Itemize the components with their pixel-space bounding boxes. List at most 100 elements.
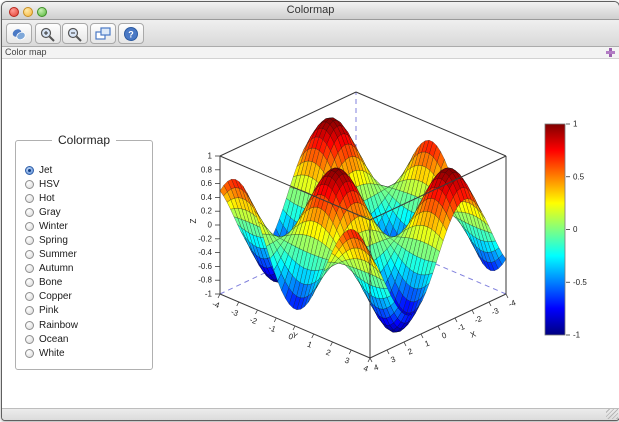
help-button[interactable]: ? — [118, 23, 144, 44]
svg-text:0: 0 — [287, 332, 295, 342]
window-title: Colormap — [286, 4, 335, 16]
radio-label: Rainbow — [39, 319, 78, 331]
radio-icon[interactable] — [25, 193, 34, 203]
figure-canvas: -4 -3 -2 -1 0 1 2 3 4 Y 4 3 2 1 0 -1 -2 -3 -4 X 1 0.8 0.6 0.4 0.… — [2, 59, 619, 408]
radio-icon[interactable] — [25, 221, 34, 231]
colorbar-gradient — [544, 123, 566, 336]
radio-label: Copper — [39, 291, 72, 303]
svg-text:-0.6: -0.6 — [198, 262, 212, 271]
dock-pin-icon[interactable] — [606, 48, 615, 57]
y-axis-ticks: -4 -3 -2 -1 0 1 23 4 — [211, 293, 371, 374]
svg-text:0: 0 — [441, 330, 449, 340]
close-button[interactable] — [9, 7, 19, 17]
radio-icon[interactable] — [25, 165, 34, 175]
svg-text:4: 4 — [373, 362, 381, 372]
radio-white[interactable]: White — [16, 346, 152, 360]
radio-icon[interactable] — [25, 334, 34, 344]
radio-label: Hot — [39, 192, 55, 204]
svg-text:0.6: 0.6 — [201, 179, 213, 188]
svg-text:4: 4 — [362, 364, 370, 374]
svg-text:1: 1 — [424, 338, 432, 348]
svg-text:-2: -2 — [473, 314, 483, 325]
svg-text:-0.8: -0.8 — [198, 276, 212, 285]
svg-text:3: 3 — [390, 354, 398, 364]
dockbar: Color map — [2, 47, 619, 59]
radio-ocean[interactable]: Ocean — [16, 332, 152, 346]
svg-text:Z: Z — [189, 218, 198, 223]
radio-icon[interactable] — [25, 179, 34, 189]
radio-label: Pink — [39, 305, 59, 317]
svg-text:?: ? — [128, 30, 134, 40]
radio-label: Autumn — [39, 263, 74, 275]
colormap-radio-list: Jet HSV Hot Gray Winter Spring Summer Autumn Bon… — [16, 163, 152, 360]
svg-text:0.8: 0.8 — [201, 165, 213, 174]
svg-text:0: 0 — [573, 225, 578, 234]
surface-mesh[interactable] — [219, 117, 507, 333]
radio-rainbow[interactable]: Rainbow — [16, 318, 152, 332]
svg-text:1: 1 — [306, 340, 314, 350]
svg-text:-2: -2 — [248, 315, 258, 326]
radio-spring[interactable]: Spring — [16, 233, 152, 247]
radio-icon[interactable] — [25, 292, 34, 302]
svg-text:3: 3 — [343, 356, 351, 366]
radio-autumn[interactable]: Autumn — [16, 262, 152, 276]
svg-text:-1: -1 — [573, 331, 581, 340]
radio-icon[interactable] — [25, 236, 34, 246]
zoom-out-button[interactable] — [62, 23, 88, 44]
radio-copper[interactable]: Copper — [16, 290, 152, 304]
svg-text:1: 1 — [573, 120, 578, 129]
radio-bone[interactable]: Bone — [16, 276, 152, 290]
svg-text:-4: -4 — [507, 298, 517, 309]
rotate-icon — [7, 25, 31, 43]
zoom-button[interactable] — [37, 7, 47, 17]
colorbar: 1 0.5 0 -0.5 -1 — [544, 120, 587, 340]
resize-grip[interactable] — [606, 409, 618, 419]
panel-title: Colormap — [51, 133, 117, 147]
radio-icon[interactable] — [25, 320, 34, 330]
radio-winter[interactable]: Winter — [16, 219, 152, 233]
z-axis-ticks: 1 0.8 0.6 0.4 0.2 0 -0.2 -0.4 -0.6 -0.8 -1 — [198, 152, 220, 299]
toolbar: ? — [2, 20, 619, 47]
dockbar-label: Color map — [5, 47, 47, 57]
radio-label: Bone — [39, 277, 63, 289]
radio-label: White — [39, 347, 65, 359]
svg-text:-0.4: -0.4 — [198, 248, 212, 257]
radio-pink[interactable]: Pink — [16, 304, 152, 318]
svg-text:-1: -1 — [456, 322, 466, 333]
zoom-in-icon — [36, 25, 60, 43]
original-view-button[interactable] — [90, 23, 116, 44]
radio-icon[interactable] — [25, 207, 34, 217]
radio-summer[interactable]: Summer — [16, 248, 152, 262]
help-icon: ? — [119, 25, 143, 43]
minimize-button[interactable] — [23, 7, 33, 17]
titlebar[interactable]: Colormap — [2, 2, 619, 20]
rotate-button[interactable] — [6, 23, 32, 44]
svg-text:2: 2 — [325, 348, 333, 358]
radio-hot[interactable]: Hot — [16, 191, 152, 205]
zoom-in-button[interactable] — [35, 23, 61, 44]
statusbar — [2, 408, 619, 420]
radio-icon[interactable] — [25, 264, 34, 274]
radio-label: Spring — [39, 235, 68, 247]
axes: -4-3-2-101234Y43210-1-2-3-4X10.80.60.40.… — [189, 152, 518, 374]
radio-icon[interactable] — [25, 306, 34, 316]
radio-icon[interactable] — [25, 278, 34, 288]
svg-text:-1: -1 — [267, 323, 277, 334]
radio-icon[interactable] — [25, 348, 34, 358]
svg-text:-0.2: -0.2 — [198, 234, 212, 243]
svg-text:-3: -3 — [490, 306, 500, 317]
radio-gray[interactable]: Gray — [16, 205, 152, 219]
radio-jet[interactable]: Jet — [16, 163, 152, 177]
svg-text:0.4: 0.4 — [201, 193, 213, 202]
svg-text:2: 2 — [407, 346, 415, 356]
svg-text:-0.5: -0.5 — [573, 278, 587, 287]
radio-label: Summer — [39, 249, 77, 261]
radio-label: Gray — [39, 206, 61, 218]
radio-icon[interactable] — [25, 250, 34, 260]
radio-label: Jet — [39, 164, 53, 176]
radio-label: Ocean — [39, 333, 69, 345]
radio-hsv[interactable]: HSV — [16, 177, 152, 191]
colormap-panel: Colormap Jet HSV Hot Gray Winter Spring Summer… — [15, 133, 153, 370]
